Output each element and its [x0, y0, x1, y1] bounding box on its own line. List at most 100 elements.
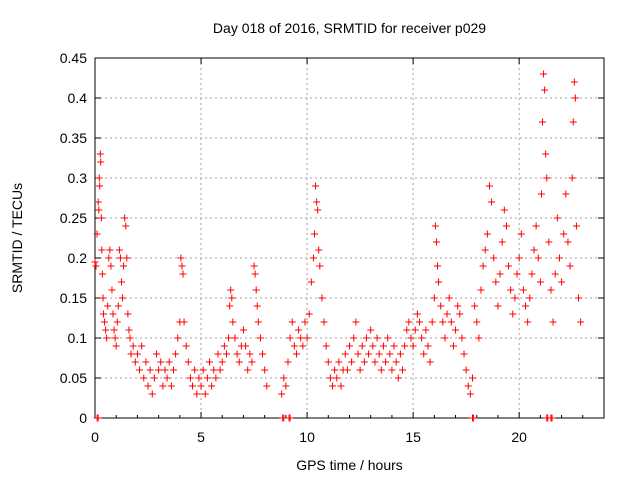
data-point	[517, 230, 525, 238]
data-point	[445, 294, 453, 302]
data-point	[571, 94, 579, 102]
data-point	[109, 310, 117, 318]
data-point	[288, 318, 296, 326]
data-point	[496, 270, 504, 278]
data-point	[413, 310, 421, 318]
data-point	[124, 310, 132, 318]
data-point	[434, 262, 442, 270]
data-point	[369, 342, 377, 350]
data-point	[473, 318, 481, 326]
data-point	[377, 366, 385, 374]
data-point	[286, 334, 294, 342]
data-point	[227, 286, 235, 294]
data-point	[396, 350, 404, 358]
data-point	[542, 150, 550, 158]
y-tick-label: 0.45	[60, 50, 87, 66]
data-point	[309, 254, 317, 262]
data-point	[475, 334, 483, 342]
data-point	[111, 334, 119, 342]
data-point	[462, 366, 470, 374]
data-point	[216, 366, 224, 374]
data-point	[352, 318, 360, 326]
y-tick-label: 0.3	[68, 170, 88, 186]
chart-title: Day 018 of 2016, SRMTID for receiver p02…	[213, 20, 486, 36]
data-point	[373, 334, 381, 342]
data-point	[235, 358, 243, 366]
data-point	[331, 366, 339, 374]
data-point	[180, 318, 188, 326]
data-point	[362, 334, 370, 342]
data-point	[356, 366, 364, 374]
data-point	[307, 278, 315, 286]
data-point	[144, 382, 152, 390]
data-point	[299, 342, 307, 350]
data-point	[104, 302, 112, 310]
data-point	[101, 318, 109, 326]
data-point	[159, 382, 167, 390]
data-point	[494, 302, 502, 310]
data-point	[92, 262, 100, 270]
data-point	[155, 366, 163, 374]
data-point	[114, 302, 122, 310]
data-point	[384, 334, 392, 342]
data-point	[388, 366, 396, 374]
data-point	[165, 358, 173, 366]
data-point	[469, 374, 477, 382]
data-point	[447, 318, 455, 326]
data-point	[184, 358, 192, 366]
data-point	[161, 366, 169, 374]
data-point	[201, 390, 209, 398]
data-point	[246, 350, 254, 358]
data-point	[324, 358, 332, 366]
y-tick-label: 0	[79, 410, 87, 426]
data-point	[553, 214, 561, 222]
data-point	[481, 246, 489, 254]
data-point	[337, 382, 345, 390]
data-point	[333, 374, 341, 382]
data-point	[568, 174, 576, 182]
x-tick-label: 15	[405, 429, 421, 445]
data-point	[422, 326, 430, 334]
data-point	[105, 254, 113, 262]
data-point	[466, 390, 474, 398]
data-point	[439, 318, 447, 326]
data-point	[295, 326, 303, 334]
data-point	[174, 334, 182, 342]
data-point	[405, 318, 413, 326]
data-point	[121, 214, 129, 222]
data-point	[242, 342, 250, 350]
data-point	[98, 246, 106, 254]
data-point	[256, 334, 264, 342]
data-point	[191, 366, 199, 374]
data-point	[153, 350, 161, 358]
data-point	[278, 390, 286, 398]
data-point	[428, 318, 436, 326]
data-point	[354, 350, 362, 358]
x-tick-label: 20	[511, 429, 527, 445]
data-point	[424, 342, 432, 350]
data-point	[437, 302, 445, 310]
data-point	[528, 270, 536, 278]
data-point	[107, 262, 115, 270]
data-point	[110, 326, 118, 334]
data-point	[471, 302, 479, 310]
data-point	[103, 334, 111, 342]
data-point	[225, 334, 233, 342]
data-point	[203, 374, 211, 382]
data-point	[138, 342, 146, 350]
data-point	[220, 342, 228, 350]
data-point	[129, 342, 137, 350]
data-point	[193, 390, 201, 398]
data-point	[449, 342, 457, 350]
data-point	[569, 118, 577, 126]
data-point	[326, 374, 334, 382]
data-point	[430, 294, 438, 302]
data-point	[555, 254, 563, 262]
data-point	[250, 262, 258, 270]
data-point	[127, 350, 135, 358]
x-axis-title: GPS time / hours	[296, 457, 403, 473]
data-point	[167, 382, 175, 390]
data-point	[318, 294, 326, 302]
data-point	[432, 238, 440, 246]
